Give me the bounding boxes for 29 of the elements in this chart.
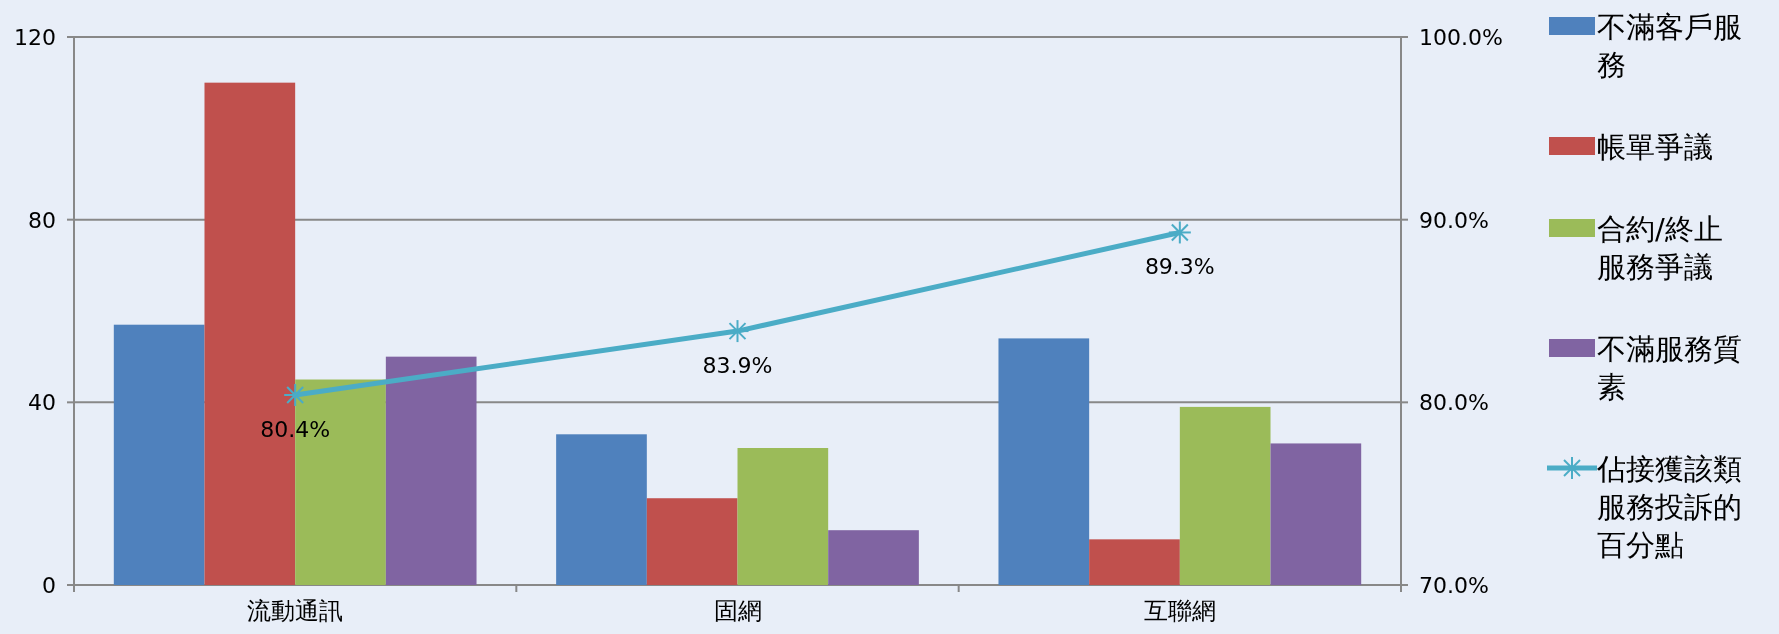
bar [828,530,919,585]
y-tick-label: 40 [28,390,56,416]
bar [1089,539,1180,585]
y2-tick-label: 90.0% [1419,207,1489,233]
data-label: 83.9% [702,353,773,379]
bar [646,498,738,585]
bar [556,434,647,585]
y-tick-label: 80 [28,207,56,233]
x-tick-label: 流動通訊 [247,597,344,625]
legend-label: 不滿服務質素 [1597,331,1743,406]
bar [737,448,829,585]
legend-label: 合約/終止服務爭議 [1597,211,1724,286]
y-tick-label: 0 [42,573,56,598]
bar [113,324,205,585]
legend-label: 佔接獲該類服務投訴的百分點 [1597,451,1743,564]
legend-label: 帳單爭議 [1597,129,1714,166]
y2-tick-label: 80.0% [1419,390,1489,416]
y2-tick-label: 70.0% [1419,573,1489,598]
data-label: 80.4% [260,417,331,443]
x-tick-label: 互聯網 [1143,597,1216,625]
bar [1270,443,1362,585]
bar [385,356,477,585]
data-label: 89.3% [1144,254,1215,280]
bar [998,338,1090,585]
bar [1179,406,1271,585]
legend-label: 不滿客戶服務 [1597,9,1743,84]
y2-tick-label: 100.0% [1419,25,1503,50]
y-tick-label: 120 [14,25,56,50]
x-tick-label: 固網 [713,597,762,625]
